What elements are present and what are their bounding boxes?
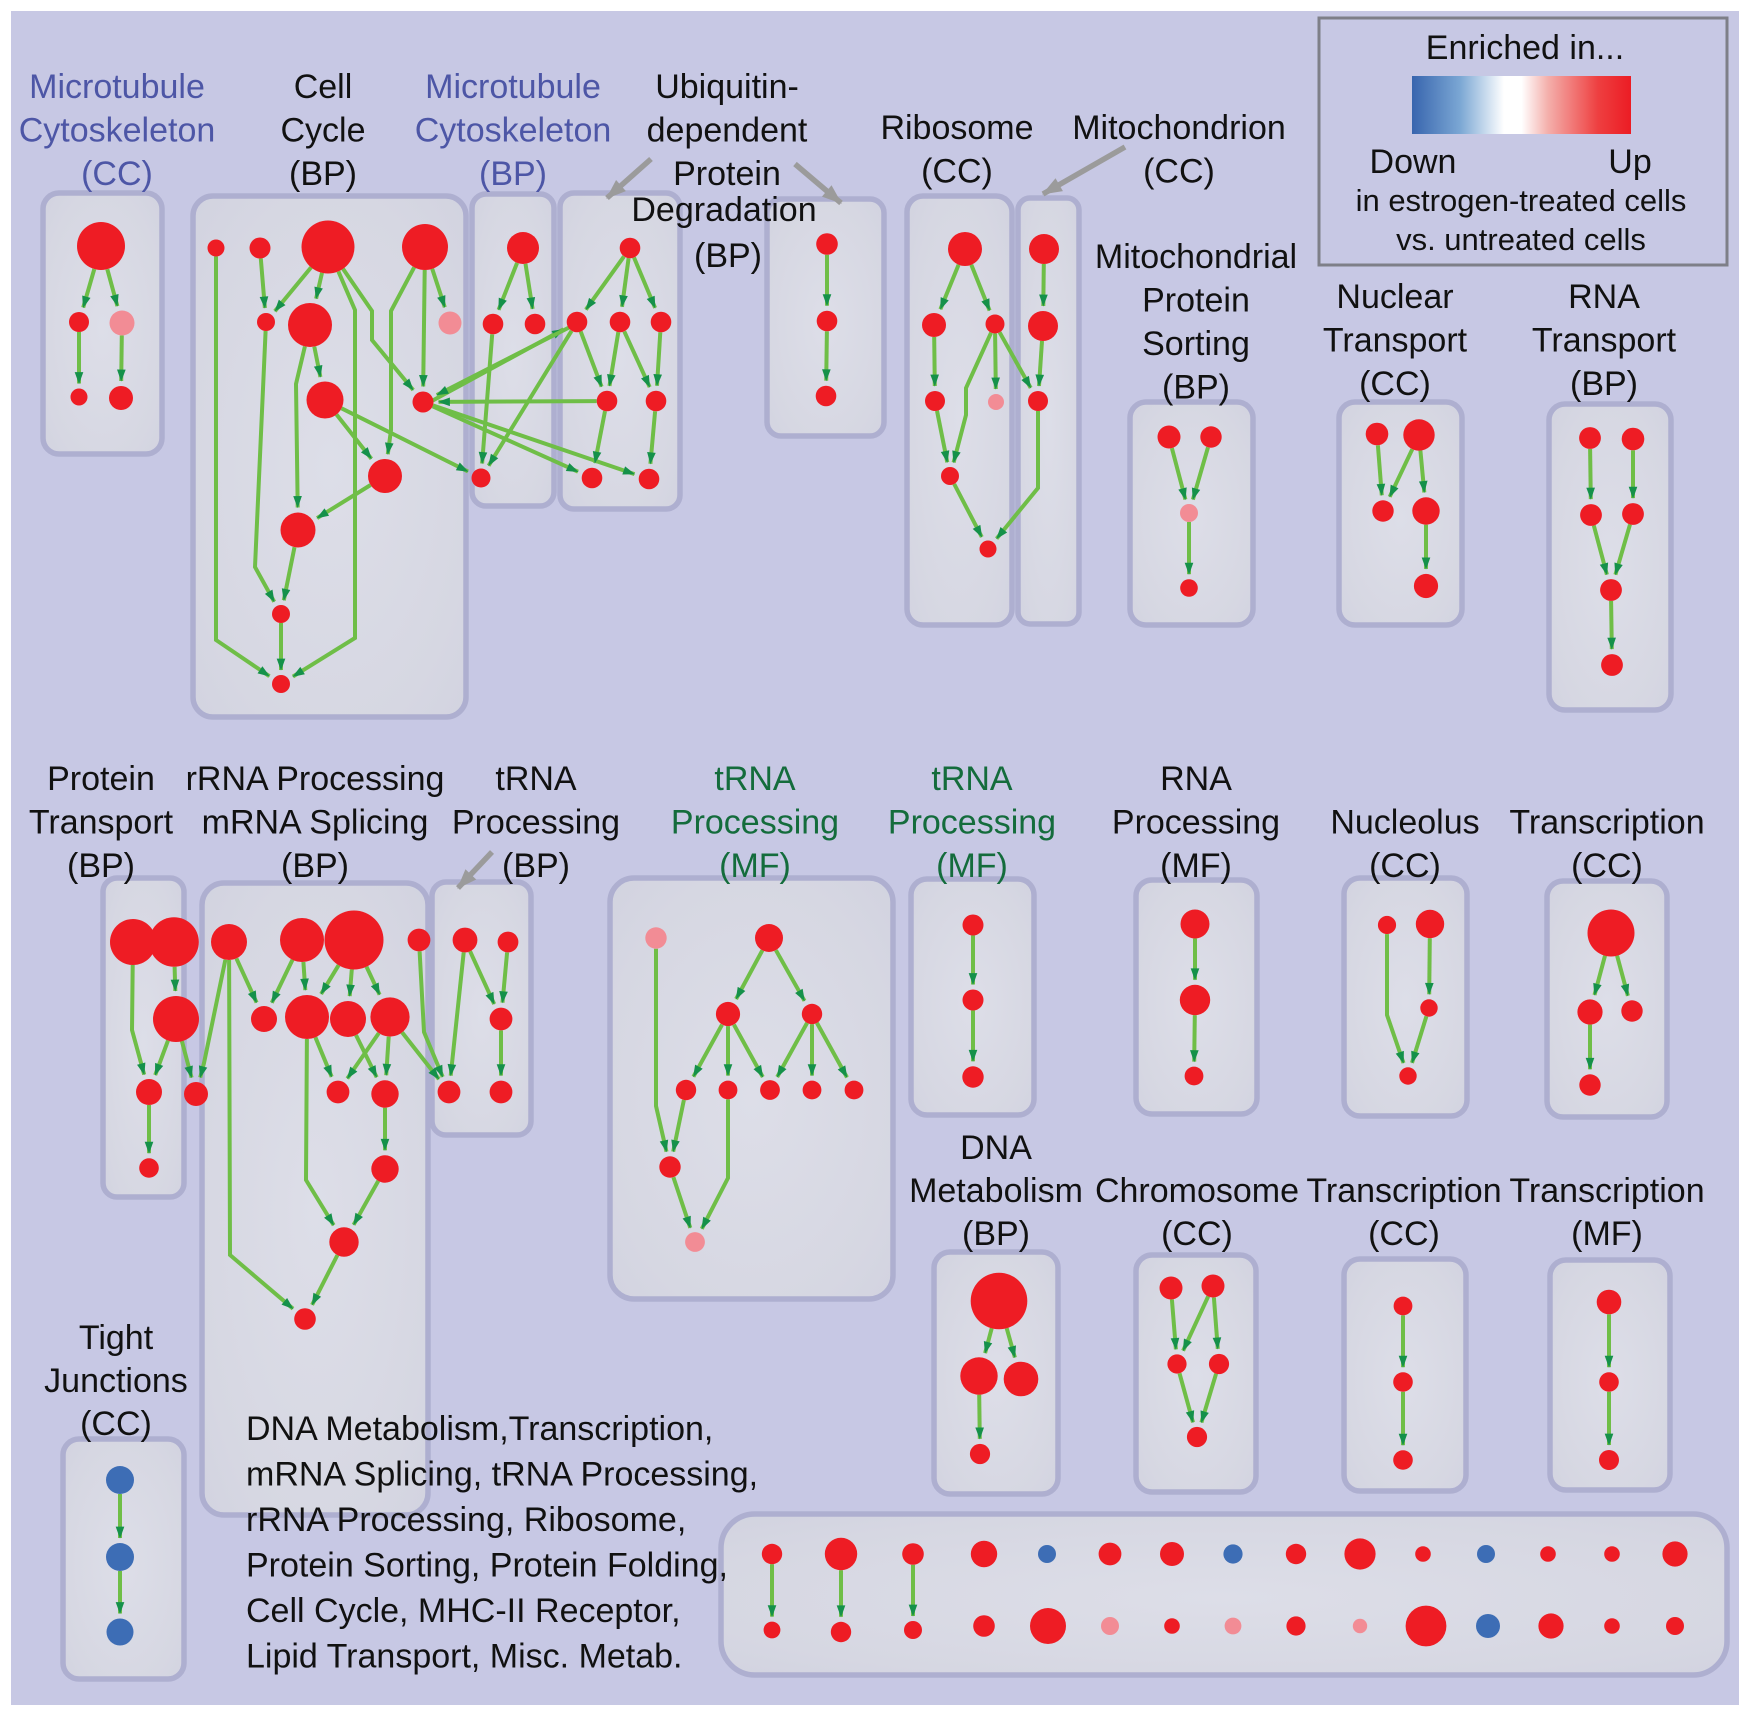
- svg-text:vs. untreated cells: vs. untreated cells: [1396, 222, 1646, 257]
- svg-text:(BP): (BP): [694, 237, 762, 275]
- svg-text:Transport: Transport: [1323, 322, 1468, 360]
- svg-text:DNA Metabolism,Transcription,: DNA Metabolism,Transcription,: [246, 1410, 713, 1448]
- svg-text:mRNA Splicing: mRNA Splicing: [202, 804, 429, 842]
- svg-text:mRNA Splicing, tRNA Processing: mRNA Splicing, tRNA Processing,: [246, 1456, 758, 1494]
- svg-text:Transcription: Transcription: [1509, 1172, 1704, 1210]
- svg-text:Tight: Tight: [79, 1319, 154, 1357]
- svg-text:Ubiquitin-: Ubiquitin-: [655, 68, 799, 106]
- svg-text:rRNA Processing, Ribosome,: rRNA Processing, Ribosome,: [246, 1501, 686, 1539]
- svg-text:RNA: RNA: [1160, 760, 1232, 798]
- svg-text:(CC): (CC): [1369, 847, 1441, 885]
- svg-text:(MF): (MF): [936, 847, 1008, 885]
- svg-text:(BP): (BP): [1570, 365, 1638, 403]
- svg-text:Processing: Processing: [452, 804, 620, 842]
- svg-text:Microtubule: Microtubule: [425, 68, 601, 106]
- svg-text:Transcription: Transcription: [1509, 804, 1704, 842]
- svg-text:(CC): (CC): [81, 155, 153, 193]
- svg-text:Cell: Cell: [294, 68, 353, 106]
- svg-text:Transport: Transport: [1532, 322, 1677, 360]
- svg-text:(CC): (CC): [80, 1405, 152, 1443]
- svg-text:dependent: dependent: [647, 112, 808, 150]
- svg-text:Mitochondrial: Mitochondrial: [1095, 238, 1297, 276]
- svg-text:(MF): (MF): [719, 847, 791, 885]
- svg-text:(MF): (MF): [1160, 847, 1232, 885]
- svg-text:(CC): (CC): [1359, 365, 1431, 403]
- svg-text:(BP): (BP): [1162, 369, 1230, 407]
- svg-text:(CC): (CC): [1571, 847, 1643, 885]
- svg-text:Microtubule: Microtubule: [29, 68, 205, 106]
- svg-text:Protein: Protein: [673, 155, 781, 193]
- svg-text:Cytoskeleton: Cytoskeleton: [415, 112, 612, 150]
- svg-text:Degradation: Degradation: [631, 191, 816, 229]
- svg-text:Ribosome: Ribosome: [880, 109, 1033, 147]
- svg-text:rRNA Processing: rRNA Processing: [186, 760, 445, 798]
- svg-text:Enriched in...: Enriched in...: [1426, 29, 1624, 67]
- svg-text:Chromosome: Chromosome: [1095, 1172, 1299, 1210]
- svg-text:Protein Sorting, Protein Foldi: Protein Sorting, Protein Folding,: [246, 1547, 728, 1585]
- svg-text:Nuclear: Nuclear: [1336, 278, 1453, 316]
- svg-text:Processing: Processing: [888, 804, 1056, 842]
- svg-text:Nucleolus: Nucleolus: [1330, 804, 1479, 842]
- svg-text:Transcription: Transcription: [1306, 1172, 1501, 1210]
- svg-text:(CC): (CC): [1368, 1215, 1440, 1253]
- svg-text:(BP): (BP): [67, 847, 135, 885]
- svg-text:(CC): (CC): [921, 153, 993, 191]
- svg-text:Protein: Protein: [1142, 282, 1250, 320]
- svg-text:RNA: RNA: [1568, 278, 1640, 316]
- svg-text:Cell Cycle, MHC-II Receptor,: Cell Cycle, MHC-II Receptor,: [246, 1592, 681, 1630]
- svg-text:Processing: Processing: [1112, 804, 1280, 842]
- svg-text:in estrogen-treated cells: in estrogen-treated cells: [1356, 183, 1687, 218]
- svg-text:Down: Down: [1370, 143, 1457, 181]
- svg-text:tRNA: tRNA: [931, 760, 1013, 798]
- svg-text:(BP): (BP): [479, 155, 547, 193]
- svg-text:(BP): (BP): [502, 847, 570, 885]
- svg-text:Lipid Transport, Misc. Metab.: Lipid Transport, Misc. Metab.: [246, 1638, 683, 1676]
- svg-text:Metabolism: Metabolism: [909, 1172, 1083, 1210]
- svg-text:Processing: Processing: [671, 804, 839, 842]
- svg-text:DNA: DNA: [960, 1129, 1032, 1167]
- svg-text:tRNA: tRNA: [714, 760, 796, 798]
- svg-text:tRNA: tRNA: [495, 760, 577, 798]
- svg-text:Protein: Protein: [47, 760, 155, 798]
- svg-text:Transport: Transport: [29, 804, 174, 842]
- svg-text:(BP): (BP): [289, 155, 357, 193]
- svg-text:Cycle: Cycle: [280, 112, 365, 150]
- svg-text:(MF): (MF): [1571, 1215, 1643, 1253]
- svg-text:Junctions: Junctions: [44, 1362, 188, 1400]
- svg-text:(CC): (CC): [1161, 1215, 1233, 1253]
- svg-text:Mitochondrion: Mitochondrion: [1072, 109, 1286, 147]
- svg-text:(BP): (BP): [281, 847, 349, 885]
- svg-text:Cytoskeleton: Cytoskeleton: [19, 112, 216, 150]
- svg-text:(CC): (CC): [1143, 153, 1215, 191]
- svg-text:Sorting: Sorting: [1142, 325, 1250, 363]
- svg-text:Up: Up: [1608, 143, 1651, 181]
- svg-text:(BP): (BP): [962, 1215, 1030, 1253]
